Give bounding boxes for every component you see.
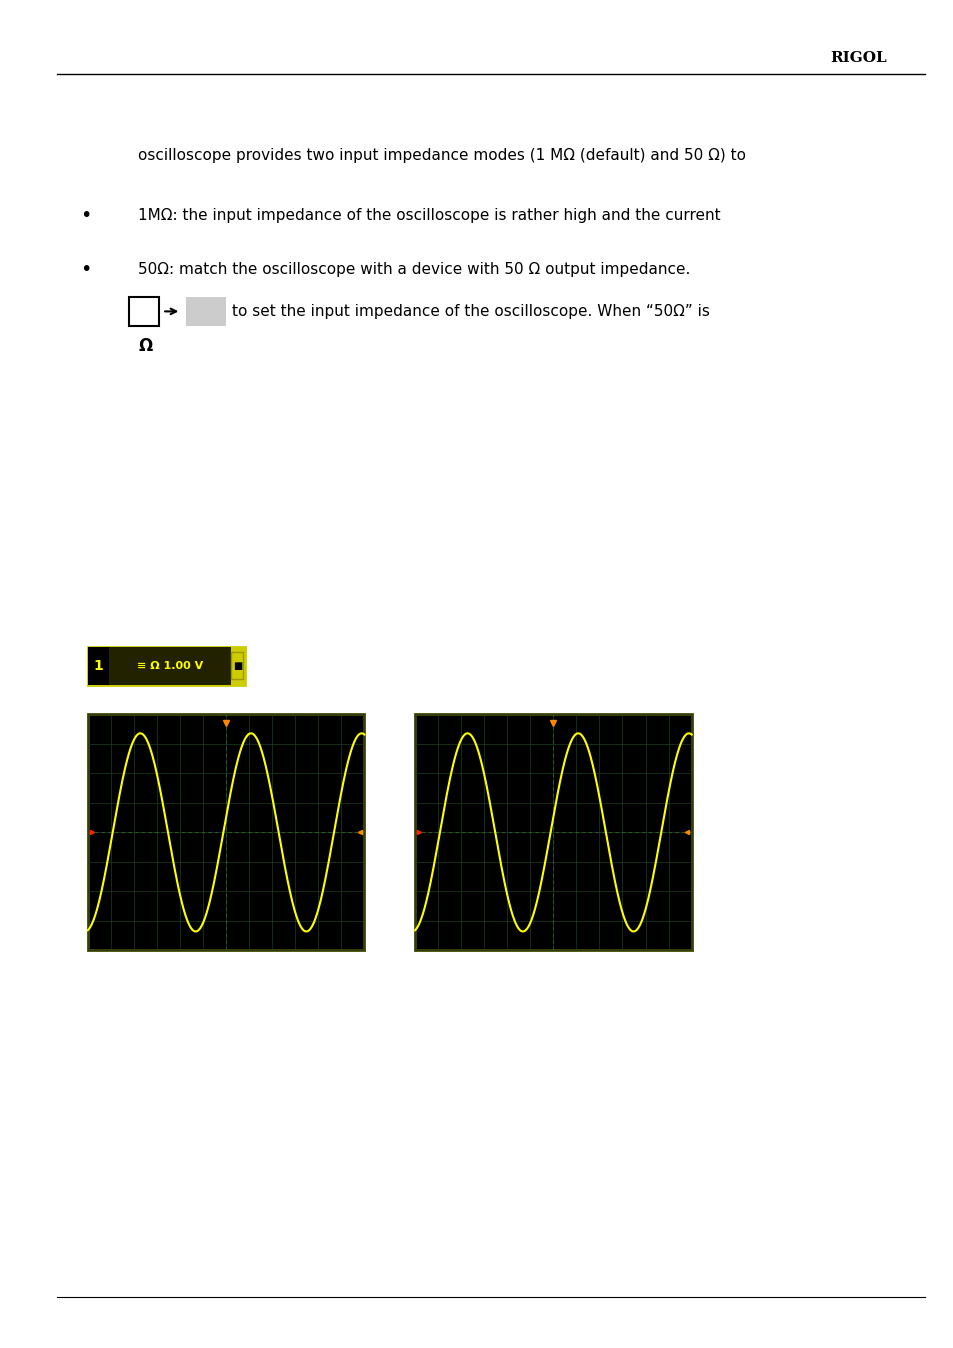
Text: to set the input impedance of the oscilloscope. When “50Ω” is: to set the input impedance of the oscill… — [232, 303, 709, 319]
FancyBboxPatch shape — [186, 755, 226, 785]
Text: •: • — [80, 260, 91, 279]
Text: 50Ω: match the oscilloscope with a device with 50 Ω output impedance.: 50Ω: match the oscilloscope with a devic… — [138, 262, 690, 278]
Text: 1: 1 — [93, 659, 103, 673]
FancyBboxPatch shape — [415, 714, 691, 950]
FancyBboxPatch shape — [109, 647, 231, 685]
FancyBboxPatch shape — [88, 714, 364, 950]
FancyBboxPatch shape — [88, 647, 245, 685]
FancyBboxPatch shape — [231, 652, 243, 679]
Text: oscilloscope provides two input impedance modes (1 MΩ (default) and 50 Ω) to: oscilloscope provides two input impedanc… — [138, 147, 745, 163]
Text: ■: ■ — [233, 661, 242, 671]
Text: RIGOL: RIGOL — [830, 51, 886, 65]
Text: 1MΩ: the input impedance of the oscilloscope is rather high and the current: 1MΩ: the input impedance of the oscillos… — [138, 208, 720, 224]
Text: ≡ Ω 1.00 V: ≡ Ω 1.00 V — [136, 661, 203, 671]
Text: •: • — [80, 206, 91, 225]
Text: Ω: Ω — [138, 337, 152, 356]
FancyBboxPatch shape — [129, 297, 159, 326]
FancyBboxPatch shape — [129, 755, 159, 785]
FancyBboxPatch shape — [88, 647, 109, 685]
FancyBboxPatch shape — [186, 297, 226, 326]
